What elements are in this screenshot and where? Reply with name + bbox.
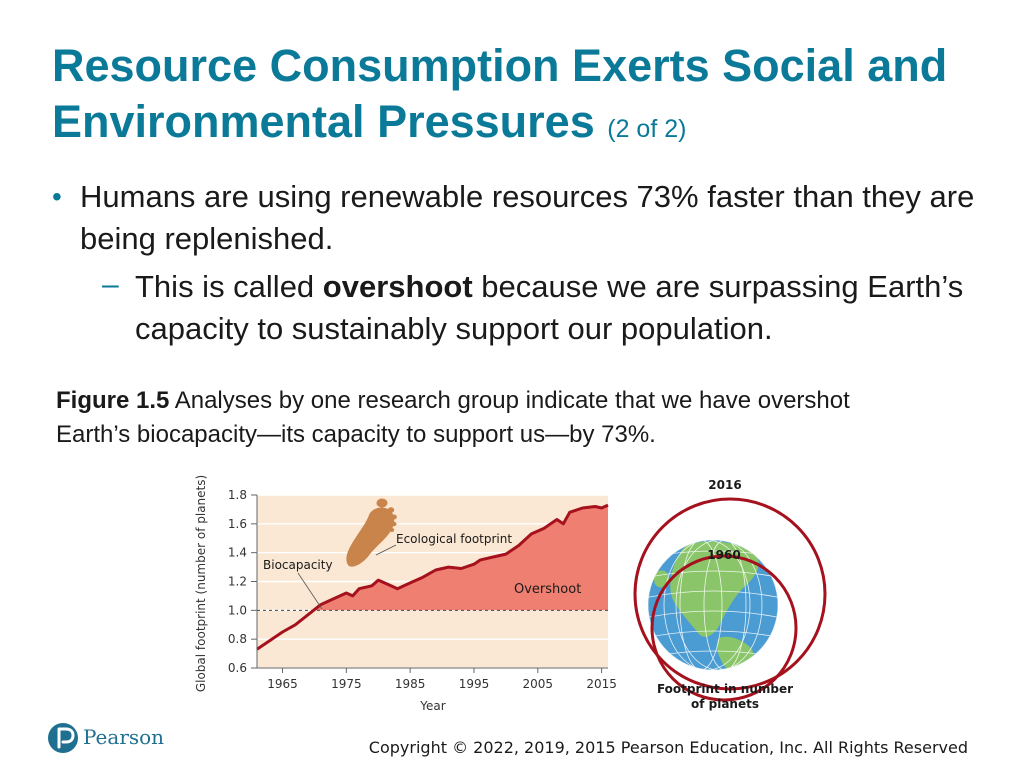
toe-shape [391, 521, 397, 527]
toe-shape [376, 498, 388, 508]
slide-title-text: Resource Consumption Exerts Social and E… [52, 40, 948, 147]
y-tick-label: 1.8 [228, 488, 247, 502]
meridian-line [663, 540, 751, 670]
sub-bullet-term: overshoot [322, 269, 473, 304]
meridian-line [675, 540, 763, 670]
copyright-text: Copyright © 2022, 2019, 2015 Pearson Edu… [368, 738, 968, 757]
slide-title: Resource Consumption Exerts Social and E… [52, 38, 992, 157]
label-1960: 1960 [707, 548, 740, 562]
y-axis-label: Global footprint (number of planets) [194, 475, 208, 692]
biocapacity-leader [297, 572, 323, 610]
figure-caption-text: Analyses by one research group indicate … [56, 387, 850, 448]
diagram-caption-line-2: of planets [691, 697, 759, 711]
ecological-footprint-leader [375, 544, 397, 556]
footprint-icon [346, 498, 397, 567]
sub-bullet-prefix: This is called [135, 269, 323, 304]
bullet-icon: • [52, 181, 62, 212]
bullet-item: • Humans are using renewable resources 7… [52, 176, 982, 260]
figure-label: Figure 1.5 [56, 387, 170, 414]
footprint-ring-2016 [633, 497, 827, 691]
y-tick-label: 1.0 [228, 603, 247, 617]
sub-bullet-item: – This is called overshoot because we ar… [52, 266, 982, 350]
sub-bullet-suffix: because we are surpassing Earth’s capaci… [135, 269, 964, 346]
bullet-list: • Humans are using renewable resources 7… [52, 176, 982, 350]
meridian-line [703, 540, 747, 670]
toe-shape [389, 528, 395, 532]
footprint-ring-1960 [650, 554, 798, 702]
planet-footprint-diagram: 2016 1960 Footprint in number of planets [633, 478, 827, 711]
x-axis-label: Year [419, 699, 445, 713]
y-tick-label: 1.2 [228, 575, 247, 589]
slide-title-suffix: (2 of 2) [607, 115, 687, 143]
y-tick-label: 1.4 [228, 546, 247, 560]
y-tick-label: 1.6 [228, 517, 247, 531]
x-tick-label: 1965 [267, 677, 298, 691]
parallel-line [648, 590, 778, 601]
pearson-logo-text: Pearson [83, 725, 164, 749]
north-america-shape [670, 541, 759, 637]
x-axis: 1965 1975 1985 1995 2005 2015 [257, 667, 617, 691]
toe-shape [391, 514, 397, 520]
pearson-logo: Pearson [48, 723, 164, 753]
dash-icon: – [102, 268, 119, 301]
y-tick-label: 0.6 [228, 661, 247, 675]
pearson-p-glyph [57, 727, 75, 749]
bullet-text: Humans are using renewable resources 73%… [80, 179, 975, 256]
y-tick-label: 0.8 [228, 632, 247, 646]
biocapacity-label: Biocapacity [263, 558, 333, 572]
y-axis: 0.6 0.8 1.0 1.2 1.4 1.6 1.8 [228, 488, 258, 675]
overshoot-area [313, 505, 608, 611]
meridian-line [679, 540, 723, 670]
x-tick-label: 1975 [331, 677, 362, 691]
foot-sole-shape [346, 507, 395, 567]
x-tick-label: 1995 [459, 677, 490, 691]
figure-caption: Figure 1.5 Analyses by one research grou… [56, 384, 916, 452]
x-tick-label: 1985 [395, 677, 426, 691]
diagram-caption-line-1: Footprint in number [657, 682, 793, 696]
footprint-chart: 0.6 0.8 1.0 1.2 1.4 1.6 1.8 1965 1975 1985 1995 20… [194, 475, 617, 713]
ecological-footprint-line [256, 503, 609, 651]
toe-shape [387, 507, 395, 513]
x-tick-label: 2005 [523, 677, 554, 691]
overshoot-label: Overshoot [514, 582, 581, 597]
ecological-footprint-label: Ecological footprint [396, 532, 512, 546]
label-2016: 2016 [708, 478, 741, 492]
x-tick-label: 2015 [586, 677, 617, 691]
